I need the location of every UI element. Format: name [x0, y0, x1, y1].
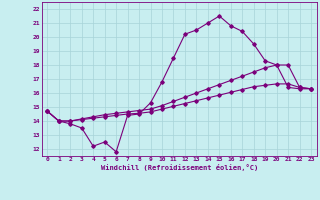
X-axis label: Windchill (Refroidissement éolien,°C): Windchill (Refroidissement éolien,°C) [100, 164, 258, 171]
